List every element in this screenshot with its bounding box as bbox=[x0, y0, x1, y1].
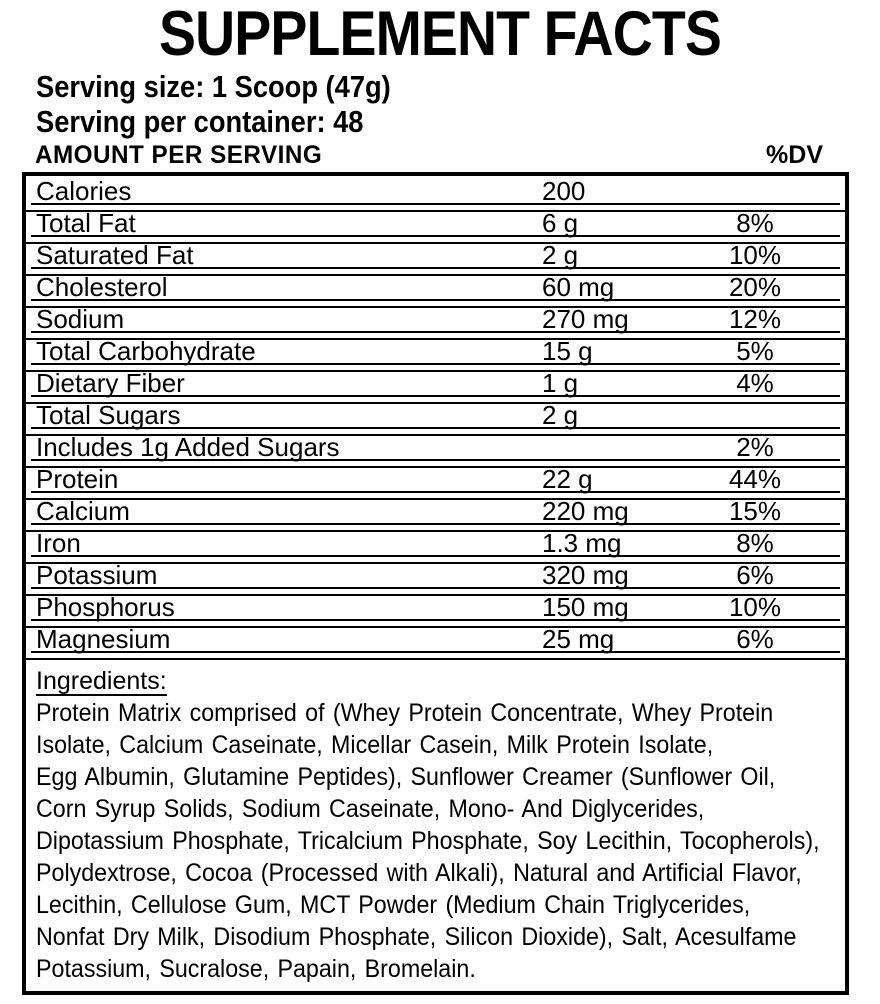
nutrient-amount: 25 mg bbox=[542, 624, 615, 654]
table-row: Protein 22 g 44% bbox=[26, 466, 845, 498]
nutrient-amount: 200 bbox=[542, 176, 586, 206]
table-row: Phosphorus 150 mg 10% bbox=[26, 594, 845, 626]
ingredients-line: Egg Albumin, Glutamine Peptides), Sunflo… bbox=[36, 763, 776, 791]
ingredients-line: Dipotassium Phosphate, Tricalcium Phosph… bbox=[36, 827, 820, 855]
nutrient-name: Dietary Fiber bbox=[36, 368, 185, 398]
servings-per-container-text: Serving per container: 48 bbox=[36, 104, 364, 139]
nutrient-dv: 5% bbox=[736, 336, 774, 366]
table-row: Total Fat 6 g 8% bbox=[26, 210, 845, 242]
serving-size-text: Serving size: 1 Scoop (47g) bbox=[36, 69, 391, 104]
nutrient-name: Total Sugars bbox=[36, 400, 181, 430]
nutrient-name: Cholesterol bbox=[36, 272, 168, 302]
facts-box: Calories 200 Total Fat 6 g 8% Saturated … bbox=[22, 172, 849, 995]
nutrient-amount: 320 mg bbox=[542, 560, 629, 590]
percent-dv-header: %DV bbox=[766, 141, 823, 169]
amount-per-serving-header: AMOUNT PER SERVING bbox=[35, 141, 323, 169]
nutrient-dv: 10% bbox=[728, 240, 782, 270]
nutrient-amount: 2 g bbox=[542, 240, 579, 270]
nutrient-dv: 12% bbox=[728, 304, 782, 334]
nutrient-dv: 10% bbox=[728, 592, 782, 622]
nutrient-amount: 2 g bbox=[542, 400, 579, 430]
nutrient-dv: 2% bbox=[736, 432, 774, 462]
table-row: Iron 1.3 mg 8% bbox=[26, 530, 845, 562]
ingredients-section: Ingredients: Protein Matrix comprised of… bbox=[26, 658, 845, 991]
nutrient-dv: 15% bbox=[728, 496, 782, 526]
table-row: Calcium 220 mg 15% bbox=[26, 498, 845, 530]
nutrient-amount: 60 mg bbox=[542, 272, 615, 302]
nutrient-name: Calories bbox=[36, 176, 132, 206]
nutrient-amount: 150 mg bbox=[542, 592, 629, 622]
table-header: AMOUNT PER SERVING %DV bbox=[35, 143, 823, 168]
nutrient-name: Iron bbox=[36, 528, 81, 558]
nutrient-amount: 270 mg bbox=[542, 304, 629, 334]
table-row: Cholesterol 60 mg 20% bbox=[26, 274, 845, 306]
nutrient-amount: 22 g bbox=[542, 464, 593, 494]
ingredients-line: Polydextrose, Cocoa (Processed with Alka… bbox=[36, 859, 802, 887]
nutrient-amount: 1 g bbox=[542, 368, 579, 398]
nutrient-name: Sodium bbox=[36, 304, 125, 334]
nutrient-dv: 4% bbox=[736, 368, 774, 398]
table-row: Dietary Fiber 1 g 4% bbox=[26, 370, 845, 402]
nutrient-name: Magnesium bbox=[36, 624, 171, 654]
nutrient-name: Total Fat bbox=[36, 208, 136, 238]
table-row: Sodium 270 mg 12% bbox=[26, 306, 845, 338]
nutrient-name: Potassium bbox=[36, 560, 158, 590]
nutrient-name: Saturated Fat bbox=[36, 240, 194, 270]
ingredients-line: Lecithin, Cellulose Gum, MCT Powder (Med… bbox=[36, 891, 751, 919]
table-row: Includes 1g Added Sugars 2% bbox=[26, 434, 845, 466]
ingredients-line: Nonfat Dry Milk, Disodium Phosphate, Sil… bbox=[36, 923, 797, 951]
nutrient-name: Includes 1g Added Sugars bbox=[36, 432, 340, 462]
nutrient-name: Total Carbohydrate bbox=[36, 336, 256, 366]
nutrient-amount: 220 mg bbox=[542, 496, 629, 526]
ingredients-line: Corn Syrup Solids, Sodium Caseinate, Mon… bbox=[36, 795, 705, 823]
nutrient-amount: 6 g bbox=[542, 208, 579, 238]
table-row: Total Sugars 2 g bbox=[26, 402, 845, 434]
nutrient-dv: 44% bbox=[728, 464, 782, 494]
table-row: Potassium 320 mg 6% bbox=[26, 562, 845, 594]
nutrient-name: Phosphorus bbox=[36, 592, 175, 622]
nutrient-name: Calcium bbox=[36, 496, 130, 526]
table-row: Saturated Fat 2 g 10% bbox=[26, 242, 845, 274]
page-title: SUPPLEMENT FACTS bbox=[159, 0, 722, 69]
table-row: Total Carbohydrate 15 g 5% bbox=[26, 338, 845, 370]
table-row: Magnesium 25 mg 6% bbox=[26, 626, 845, 658]
nutrient-dv: 20% bbox=[728, 272, 782, 302]
nutrient-dv: 6% bbox=[736, 624, 774, 654]
ingredients-line: Potassium, Sucralose, Papain, Bromelain. bbox=[36, 955, 476, 983]
ingredients-line: Protein Matrix comprised of (Whey Protei… bbox=[36, 699, 774, 727]
nutrient-dv: 6% bbox=[736, 560, 774, 590]
nutrient-amount: 15 g bbox=[542, 336, 593, 366]
nutrient-dv: 8% bbox=[736, 528, 774, 558]
ingredients-label: Ingredients: bbox=[36, 667, 167, 696]
ingredients-line: Isolate, Calcium Caseinate, Micellar Cas… bbox=[36, 731, 714, 759]
nutrient-dv: 8% bbox=[736, 208, 774, 238]
table-row: Calories 200 bbox=[26, 176, 845, 210]
nutrient-name: Protein bbox=[36, 464, 119, 494]
nutrient-amount: 1.3 mg bbox=[542, 528, 622, 558]
